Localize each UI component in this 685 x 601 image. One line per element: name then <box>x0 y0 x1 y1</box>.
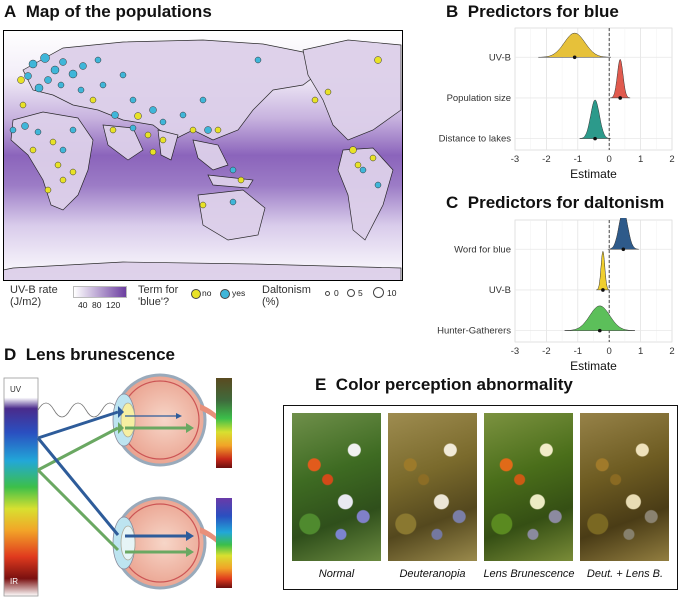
b-mean-point-0 <box>572 55 577 60</box>
b-tick-1: -2 <box>542 154 550 165</box>
legend-dalt-tick-0: 0 <box>334 288 339 298</box>
b-tick-5: 2 <box>669 154 674 165</box>
lens-diagram: UV IR <box>3 373 232 597</box>
legend-term-title: Term for <box>138 284 179 296</box>
legend-term: Term for 'blue'? <box>138 284 178 308</box>
light-rays <box>36 410 186 554</box>
chart-c: Word for blue UV-B Hunter-Gatherers-3 -2 -1 0… <box>437 218 675 373</box>
legend-uv-tick-2: 80 <box>92 300 102 310</box>
legend-dalt-title: Daltonism <box>262 284 311 296</box>
legend-uv-title: UV-B rate <box>10 284 58 296</box>
c-row-label-0: Word for blue <box>454 244 511 255</box>
legend-dalt-unit: (%) <box>262 296 280 308</box>
b-density-0 <box>538 32 611 58</box>
panel-a-letter: A <box>4 2 17 21</box>
land-masses <box>3 39 402 281</box>
legend-dalt-dot-5 <box>347 289 355 297</box>
panel-d-title: D Lens brunescence <box>4 345 175 365</box>
b-mean-point-1 <box>618 96 622 100</box>
b-row-label-2: Distance to lakes <box>439 134 512 145</box>
b-tick-3: 0 <box>607 154 612 165</box>
c-row-label-2: Hunter-Gatherers <box>437 326 511 337</box>
legend-dalt-tick-5: 5 <box>358 288 363 298</box>
c-row-label-1: UV-B <box>489 285 511 296</box>
perceived-spectrum-normal <box>216 498 232 588</box>
legend-dalt-dot-10 <box>373 287 384 298</box>
b-xlabel: Estimate <box>570 167 617 181</box>
panel-b-letter: B <box>446 2 459 21</box>
b-mean-point-2 <box>593 136 597 141</box>
legend-no-label: no <box>202 288 212 298</box>
c-tick-5: 2 <box>669 346 674 357</box>
c-mean-point-0 <box>621 247 626 252</box>
c-density-0 <box>607 218 639 250</box>
c-tick-3: 0 <box>607 346 612 357</box>
panel-d-letter: D <box>4 345 17 364</box>
eye-top <box>112 373 226 467</box>
b-tick-0: -3 <box>511 154 519 165</box>
legend-uv-tick-1: 40 <box>78 300 88 310</box>
legend-no-dot <box>191 289 201 299</box>
panel-b-title-text: Predictors for blue <box>467 2 619 21</box>
perceived-spectrum-brunescent <box>216 378 232 468</box>
panel-a-title: A Map of the populations <box>4 2 212 22</box>
c-tick-4: 1 <box>638 346 643 357</box>
caption-deuteranopia: Deuteranopia <box>399 568 466 580</box>
legend-uv-tick-3: 120 <box>106 300 121 310</box>
legend-yes-dot <box>220 289 230 299</box>
population-points <box>9 53 382 209</box>
c-tick-2: -1 <box>574 346 582 357</box>
b-tick-2: -1 <box>574 154 582 165</box>
b-row-label-0: UV-B <box>489 52 511 63</box>
caption-normal: Normal <box>318 568 355 580</box>
legend-dalt-dot-0 <box>325 291 330 296</box>
panel-e-frame <box>283 405 678 590</box>
b-density-2 <box>579 99 611 139</box>
panel-e-title-text: Color perception abnormality <box>335 375 573 394</box>
panel-b-title: B Predictors for blue <box>446 2 619 22</box>
panel-a-title-text: Map of the populations <box>25 2 212 21</box>
photo-deuteranopia <box>388 413 477 561</box>
c-mean-point-1 <box>601 288 605 292</box>
legend-dalt-tick-10: 10 <box>387 288 397 298</box>
spectrum-uv-label: UV <box>10 385 22 394</box>
panel-e-title: E Color perception abnormality <box>315 375 573 395</box>
chart-b: UV-B Population size Distance to lakes -3 -2… <box>439 27 675 181</box>
photo-lens-brunescence <box>484 413 573 561</box>
world-map <box>3 30 403 281</box>
c-mean-point-2 <box>597 328 602 333</box>
legend-uv-unit: (J/m2) <box>10 296 42 308</box>
caption-lens-brunescence: Lens Brunescence <box>483 568 575 580</box>
photo-normal <box>292 413 381 561</box>
legend-uv-rate: UV-B rate (J/m2) <box>10 284 58 308</box>
b-tick-4: 1 <box>638 154 643 165</box>
c-tick-0: -3 <box>511 346 519 357</box>
b-row-label-1: Population size <box>447 93 511 104</box>
c-tick-1: -2 <box>542 346 550 357</box>
spectrum-ir-label: IR <box>10 577 18 586</box>
uv-ray <box>37 402 119 418</box>
c-density-1 <box>596 250 610 291</box>
b-density-1 <box>610 58 631 99</box>
legend-uv-colorbar <box>73 286 127 298</box>
light-spectrum <box>3 377 39 597</box>
photo-deut-lens <box>580 413 669 561</box>
panel-e-letter: E <box>315 375 327 394</box>
legend-yes-label: yes <box>232 288 246 298</box>
c-xlabel: Estimate <box>570 359 617 373</box>
caption-deut-lens: Deut. + Lens B. <box>586 568 664 580</box>
panel-d-title-text: Lens brunescence <box>25 345 176 364</box>
panel-c-letter: C <box>446 193 459 212</box>
ray-arrowheads <box>118 406 194 557</box>
legend-daltonism: Daltonism (%) <box>262 284 311 308</box>
panel-c-title: C Predictors for daltonism <box>446 193 664 213</box>
legend-term-title2: 'blue'? <box>138 296 170 308</box>
eye-bottom <box>112 496 226 590</box>
panel-c-title-text: Predictors for daltonism <box>467 193 665 212</box>
c-density-2 <box>564 305 635 331</box>
